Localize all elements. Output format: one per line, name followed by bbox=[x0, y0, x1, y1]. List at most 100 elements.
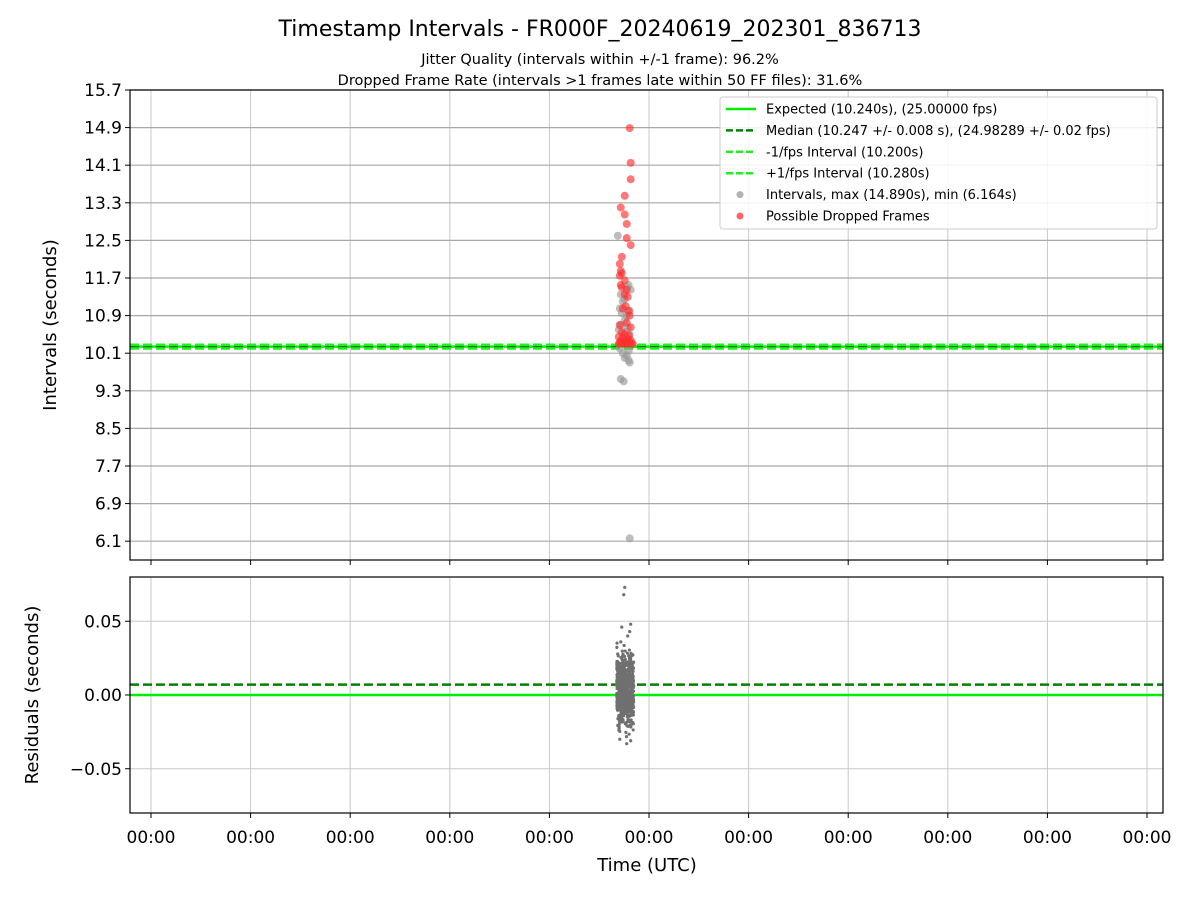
residual-point bbox=[616, 652, 620, 656]
dropped-point bbox=[628, 339, 637, 348]
residual-point bbox=[628, 663, 633, 667]
y-tick-label: 13.3 bbox=[84, 194, 122, 214]
chart-title: Timestamp Intervals - FR000F_20240619_20… bbox=[278, 17, 922, 42]
y-tick-label: 0.05 bbox=[84, 612, 122, 632]
residual-point bbox=[624, 735, 629, 739]
residual-point bbox=[630, 705, 634, 709]
residual-point bbox=[631, 669, 635, 673]
residual-point bbox=[623, 585, 627, 589]
residual-point bbox=[622, 643, 626, 648]
residual-point bbox=[625, 715, 629, 719]
residual-point bbox=[621, 701, 625, 705]
residual-point bbox=[615, 678, 619, 682]
residual-point bbox=[617, 667, 621, 671]
residual-point bbox=[616, 705, 620, 709]
residual-point bbox=[628, 678, 632, 683]
x-tick-label: 00:00 bbox=[525, 828, 574, 848]
dropped-point bbox=[620, 210, 629, 219]
residual-point bbox=[621, 670, 625, 675]
residual-point bbox=[626, 720, 630, 724]
residual-point bbox=[616, 676, 620, 680]
residual-point bbox=[617, 689, 621, 694]
y-tick-label: 10.1 bbox=[84, 344, 122, 364]
residual-point bbox=[619, 691, 624, 695]
x-tick-label: 00:00 bbox=[326, 828, 375, 848]
residual-point bbox=[627, 695, 632, 699]
dropped-point bbox=[626, 323, 635, 332]
residual-point bbox=[615, 659, 620, 664]
residual-point bbox=[625, 692, 630, 696]
dropped-point bbox=[626, 175, 635, 184]
y-axis-label-intervals: Intervals (seconds) bbox=[40, 239, 61, 411]
residual-point bbox=[627, 732, 631, 736]
residual-point bbox=[619, 709, 623, 713]
residual-point bbox=[621, 652, 625, 656]
residual-point bbox=[622, 667, 626, 671]
x-tick-label: 00:00 bbox=[1123, 828, 1172, 848]
residual-point bbox=[626, 663, 630, 668]
residual-point bbox=[629, 725, 633, 729]
residual-point bbox=[631, 680, 635, 685]
plot-frame bbox=[129, 89, 1164, 561]
residual-point bbox=[617, 716, 621, 720]
dropped-point bbox=[620, 191, 629, 200]
plot-frame bbox=[129, 576, 1164, 814]
residual-point bbox=[625, 679, 629, 683]
y-tick-label: 9.3 bbox=[95, 382, 122, 402]
y-tick-label: 14.1 bbox=[84, 156, 122, 176]
y-tick-label: 10.9 bbox=[84, 307, 122, 327]
residual-point bbox=[620, 720, 624, 724]
dropped-point bbox=[625, 311, 634, 320]
dropped-point bbox=[622, 234, 631, 243]
intervals-point bbox=[625, 534, 634, 543]
dropped-point bbox=[616, 203, 625, 212]
residual-point bbox=[620, 649, 624, 653]
legend: Expected (10.240s), (25.00000 fps) Median… bbox=[719, 96, 1158, 230]
legend-label: Possible Dropped Frames bbox=[766, 210, 930, 225]
residual-point bbox=[615, 641, 619, 645]
residual-point bbox=[629, 622, 633, 626]
residual-point bbox=[627, 666, 632, 670]
residual-point bbox=[620, 625, 624, 629]
residual-point bbox=[625, 712, 629, 716]
intervals-point bbox=[625, 358, 634, 367]
legend-label: -1/fps Interval (10.200s) bbox=[766, 145, 923, 160]
y-tick-label: 14.9 bbox=[84, 119, 122, 139]
dropped-point bbox=[614, 339, 623, 348]
residual-point bbox=[616, 672, 620, 676]
y-tick-label: 12.5 bbox=[84, 231, 122, 251]
x-tick-label: 00:00 bbox=[226, 828, 275, 848]
residual-point bbox=[624, 730, 628, 734]
residual-point bbox=[623, 649, 627, 653]
x-tick-label: 00:00 bbox=[625, 828, 674, 848]
intervals-panel: 15.7 14.9 14.1 13.3 12.5 11.7 10.9 10.1 9.3 8.5 7.… bbox=[84, 81, 1164, 565]
residual-point bbox=[617, 713, 622, 717]
residual-point bbox=[618, 729, 622, 733]
dropped-point bbox=[625, 124, 634, 133]
y-tick-label: 0.00 bbox=[84, 686, 122, 706]
residual-point bbox=[621, 693, 625, 697]
x-tick-label: 00:00 bbox=[724, 828, 773, 848]
residual-point bbox=[630, 692, 634, 696]
dropped-point bbox=[617, 252, 626, 261]
y-axis-label-residuals: Residuals (seconds) bbox=[22, 606, 43, 785]
residual-point bbox=[625, 672, 629, 676]
y-tick-label: 8.5 bbox=[95, 419, 122, 439]
legend-label: Median (10.247 +/- 0.008 s), (24.98289 +… bbox=[766, 124, 1111, 139]
x-tick-label: 00:00 bbox=[127, 828, 176, 848]
dropped-point bbox=[623, 292, 632, 301]
y-tick-label: 6.9 bbox=[95, 495, 122, 515]
residual-point bbox=[625, 686, 629, 690]
legend-label: +1/fps Interval (10.280s) bbox=[766, 167, 930, 182]
y-tick-label: 7.7 bbox=[95, 457, 122, 477]
legend-marker bbox=[736, 191, 744, 199]
legend-marker bbox=[736, 212, 744, 220]
residual-point bbox=[631, 666, 636, 670]
legend-label: Expected (10.240s), (25.00000 fps) bbox=[766, 103, 997, 118]
intervals-point bbox=[619, 377, 628, 386]
residual-point bbox=[626, 709, 630, 714]
residual-point bbox=[624, 706, 628, 710]
chart-subtitle-dropped: Dropped Frame Rate (intervals >1 frames … bbox=[338, 73, 863, 89]
legend-box bbox=[719, 96, 1158, 230]
dropped-point bbox=[622, 219, 631, 228]
